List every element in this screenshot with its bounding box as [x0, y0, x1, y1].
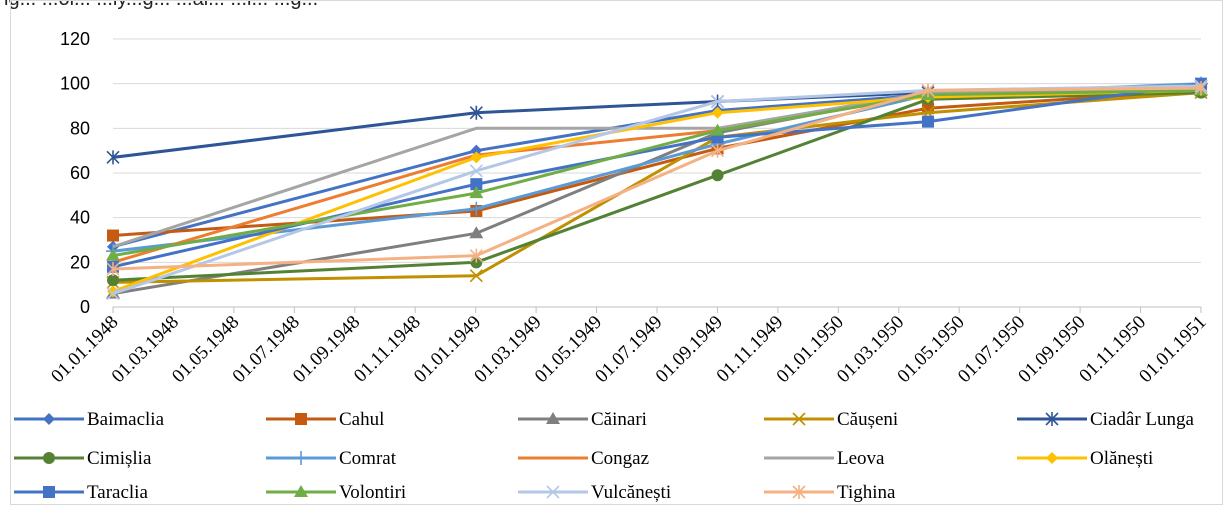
legend-item: Vulcănești — [518, 482, 671, 503]
legend-item: Căușeni — [764, 409, 898, 430]
legend-item: Comrat — [266, 448, 397, 469]
data-point — [43, 452, 55, 464]
data-point — [922, 115, 935, 128]
legend-label: Congaz — [591, 448, 649, 469]
chart-border — [10, 0, 1223, 505]
legend-label: Căușeni — [837, 409, 898, 430]
data-point — [792, 412, 806, 426]
legend-item: Volontiri — [266, 482, 406, 503]
y-tick-label: 20 — [70, 252, 90, 272]
series-leova — [112, 86, 1202, 249]
legend-item: Baimaclia — [14, 409, 165, 430]
data-point — [469, 201, 484, 216]
data-point — [470, 151, 483, 164]
legend-item: Taraclia — [14, 482, 148, 503]
legend-label: Căinari — [591, 409, 647, 430]
legend: Baimaclia Cahul Căinari Căușeni Ciadâr Lunga… — [14, 409, 1195, 503]
caption-fragment: ig... ...oi... ...ly...g... ...al... ...… — [4, 0, 318, 11]
y-tick-label: 40 — [70, 208, 90, 228]
x-tick-labels: 01.01.194801.03.194801.05.194801.07.1948… — [47, 312, 1210, 387]
data-point — [470, 178, 483, 191]
data-point — [469, 248, 483, 263]
legend-item: Ciadâr Lunga — [1017, 409, 1195, 430]
legend-label: Leova — [837, 448, 885, 469]
y-tick-label: 0 — [80, 297, 90, 317]
legend-item: Cahul — [266, 409, 384, 430]
data-point — [711, 169, 724, 182]
data-point — [106, 287, 120, 301]
chart-frame — [10, 0, 1223, 505]
data-point — [546, 412, 560, 424]
data-point — [711, 106, 724, 119]
legend-label: Baimaclia — [87, 409, 165, 430]
legend-label: Cimișlia — [87, 448, 152, 469]
legend-item: Olănești — [1017, 448, 1153, 469]
data-point — [469, 105, 483, 120]
y-tick-label: 80 — [70, 118, 90, 138]
y-tick-label: 100 — [60, 74, 90, 94]
series-tighina — [106, 81, 1208, 277]
data-point — [710, 143, 725, 158]
data-point — [469, 186, 484, 199]
data-point — [107, 285, 119, 298]
series-line — [112, 86, 1202, 249]
legend-label: Vulcănești — [591, 482, 671, 503]
data-point — [106, 262, 120, 277]
data-point — [107, 274, 119, 287]
data-point — [469, 164, 483, 178]
data-point — [43, 413, 55, 425]
data-point — [1194, 81, 1208, 96]
legend-item: Leova — [764, 448, 885, 469]
legend-item: Cimișlia — [14, 448, 152, 469]
legend-label: Cahul — [339, 409, 384, 430]
y-tick-label: 120 — [60, 29, 90, 49]
data-point — [469, 226, 484, 239]
data-point — [921, 83, 935, 98]
series-c-inari — [106, 83, 1208, 299]
axes — [112, 306, 1202, 313]
series-cimi-lia — [107, 86, 1207, 287]
y-tick-labels: 0 20 40 60 80 100 120 — [60, 29, 90, 317]
data-point — [43, 486, 55, 498]
data-point — [1046, 452, 1058, 464]
data-point — [106, 150, 120, 165]
series-line — [112, 86, 1202, 271]
y-tick-label: 60 — [70, 163, 90, 183]
data-point — [469, 269, 483, 283]
series-lines — [106, 76, 1208, 301]
data-point — [294, 451, 308, 465]
legend-label: Ciadâr Lunga — [1090, 409, 1195, 430]
legend-label: Tighina — [837, 482, 896, 503]
series-line — [112, 86, 1202, 249]
legend-label: Volontiri — [339, 482, 406, 503]
data-point — [710, 94, 725, 109]
series-c-u-eni — [106, 86, 1208, 289]
data-point — [294, 485, 308, 497]
legend-item: Tighina — [764, 482, 896, 503]
legend-label: Taraclia — [87, 482, 148, 503]
legend-label: Comrat — [339, 448, 397, 469]
series-ol-ne-ti — [107, 84, 1207, 298]
data-point — [792, 485, 806, 499]
legend-label: Olănești — [1090, 448, 1153, 469]
data-point — [546, 485, 560, 499]
series-taraclia — [107, 77, 1207, 273]
legend-item: Congaz — [518, 448, 649, 469]
data-point — [710, 123, 725, 136]
data-point — [1045, 412, 1059, 426]
data-point — [295, 413, 307, 425]
data-point — [106, 248, 120, 261]
legend-item: Căinari — [518, 409, 647, 430]
data-point — [107, 229, 119, 242]
